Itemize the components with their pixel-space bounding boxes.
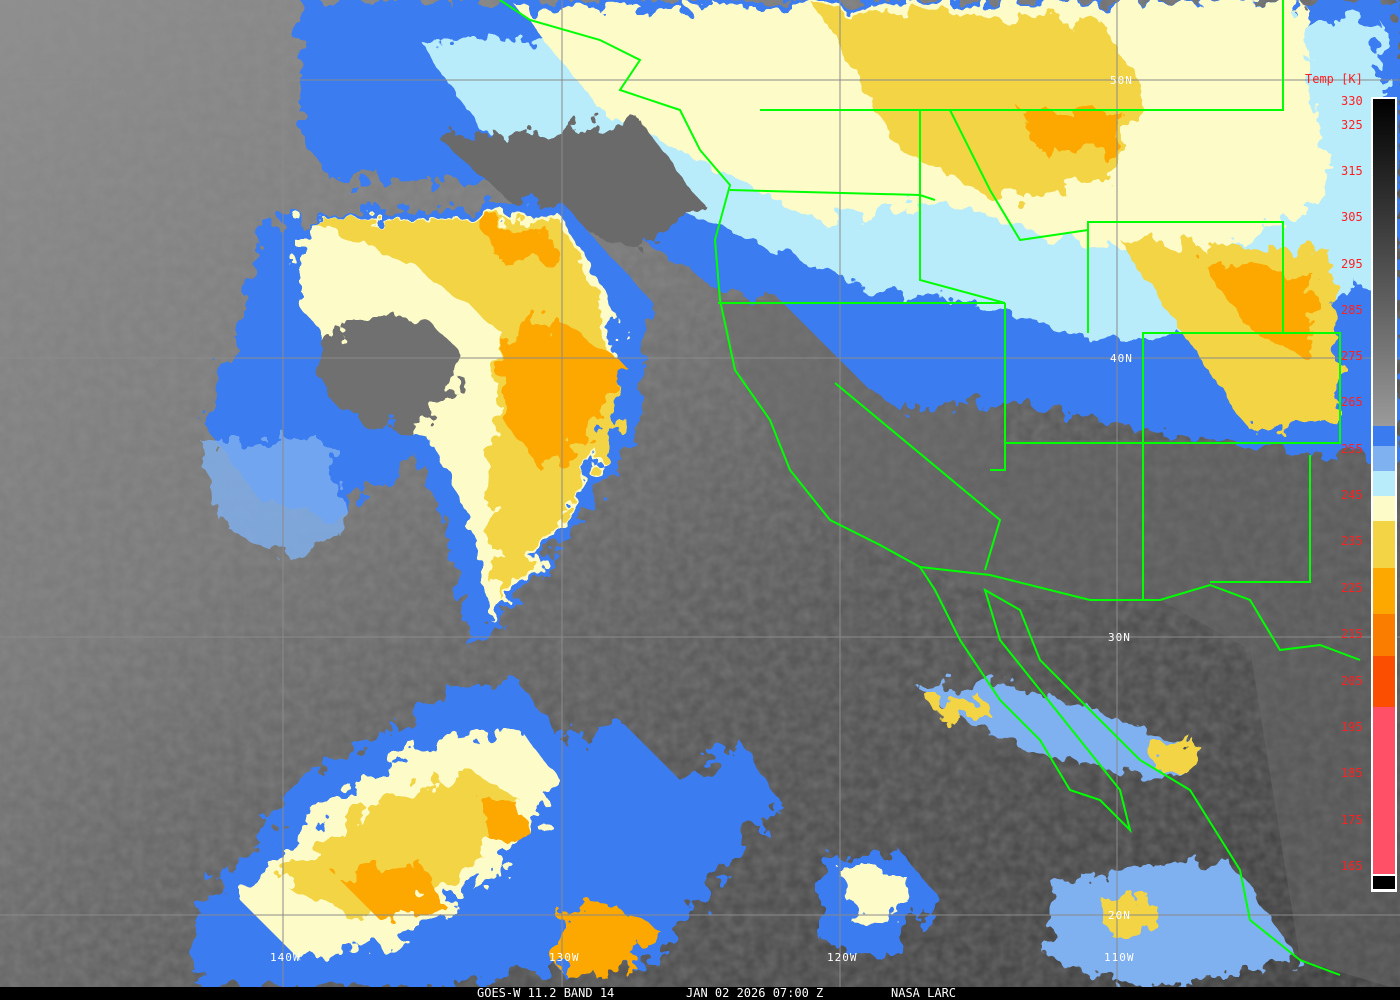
cloud-yellow — [930, 695, 990, 720]
id-mt-border — [919, 109, 1089, 304]
ut-co-border — [1087, 221, 1284, 333]
az-border — [1005, 332, 1341, 600]
coastline — [499, 0, 1341, 976]
colorbar-label: 285 — [1341, 303, 1363, 317]
temperature-colorbar — [1371, 97, 1397, 892]
colorbar-pale-cyan — [1373, 471, 1395, 496]
colorbar-label: 165 — [1341, 859, 1363, 873]
colorbar-label: 235 — [1341, 534, 1363, 548]
timestamp-label: JAN 02 2026 07:00 Z — [686, 986, 824, 1000]
lat-label-40n: 40N — [1110, 352, 1133, 365]
colorbar-dark-orange — [1373, 614, 1395, 656]
colorbar-label: 245 — [1341, 488, 1363, 502]
colorbar-label: 325 — [1341, 118, 1363, 132]
colorbar-yellow — [1373, 521, 1395, 568]
colorbar-label: 275 — [1341, 349, 1363, 363]
cyclone-center — [320, 315, 460, 425]
colorbar-label: 305 — [1341, 210, 1363, 224]
clear-gray — [440, 120, 700, 250]
colorbar-title: Temp [K] — [1305, 72, 1363, 86]
colorbar-label: 295 — [1341, 257, 1363, 271]
colorbar-label: 255 — [1341, 442, 1363, 456]
cloud-orange — [340, 860, 440, 920]
cloud-blue — [1050, 860, 1300, 990]
source-label: NASA LARC — [891, 986, 957, 1000]
cloud-blue — [920, 680, 1200, 780]
lon-label-120w: 120W — [827, 951, 858, 964]
nm-border — [1210, 455, 1311, 583]
colorbar-label: 265 — [1341, 395, 1363, 409]
us-mexico-border — [919, 566, 1361, 661]
lon-label-130w: 130W — [549, 951, 580, 964]
satellite-band-label: GOES-W 11.2 BAND 14 — [477, 986, 615, 1000]
cloud-yellow — [1150, 740, 1200, 765]
colorbar-pink — [1373, 707, 1395, 874]
colorbar-label: 205 — [1341, 674, 1363, 688]
lat-label-20n: 20N — [1108, 909, 1131, 922]
colorbar-orange — [1373, 568, 1395, 614]
lon-label-110w: 110W — [1104, 951, 1135, 964]
cloud-orange — [1200, 260, 1320, 360]
colorbar-label: 175 — [1341, 813, 1363, 827]
colorbar-cream — [1373, 496, 1395, 521]
cloud-layer — [190, 0, 1400, 990]
lat-label-30n: 30N — [1108, 631, 1131, 644]
political-borders — [499, 0, 1361, 976]
cloud-yellow — [310, 220, 620, 600]
image-caption-bar: GOES-W 11.2 BAND 14 JAN 02 2026 07:00 Z … — [0, 987, 1400, 1000]
lat-label-50n: 50N — [1110, 74, 1133, 87]
cloud-orange — [1020, 110, 1120, 150]
cloud-orange — [480, 800, 530, 840]
cloud-orange — [480, 220, 560, 260]
land-area — [720, 300, 1400, 990]
colorbar-label: 225 — [1341, 581, 1363, 595]
ca-nv-border — [834, 382, 1002, 571]
cloud-lightblue — [200, 440, 350, 560]
colorbar-gray-gradient — [1373, 99, 1395, 426]
colorbar-light-blue — [1373, 446, 1395, 471]
colorbar-red-orange — [1373, 656, 1395, 707]
cloud-yellow — [280, 770, 520, 920]
colorbar-label: 195 — [1341, 720, 1363, 734]
us-canada-border — [760, 0, 1284, 111]
cloud-yellow — [820, 10, 1150, 200]
colorbar-blue — [1373, 426, 1395, 446]
cloud-orange — [560, 905, 660, 980]
nv-az-border — [990, 303, 1006, 471]
colorbar-label: 330 — [1341, 94, 1363, 108]
colorbar-black — [1373, 876, 1395, 889]
lon-label-140w: 140W — [270, 951, 301, 964]
colorbar-label: 315 — [1341, 164, 1363, 178]
colorbar-label: 215 — [1341, 627, 1363, 641]
colorbar-label: 185 — [1341, 766, 1363, 780]
